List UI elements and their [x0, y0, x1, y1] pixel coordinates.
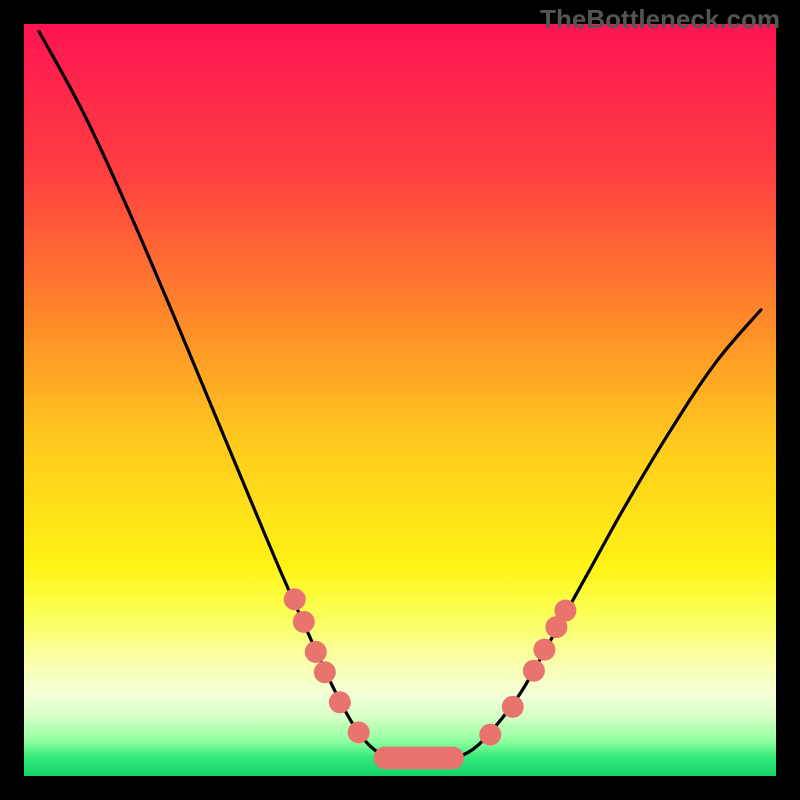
marker-right	[502, 696, 524, 718]
chart-background	[24, 24, 776, 776]
marker-left	[284, 588, 306, 610]
marker-left	[348, 721, 370, 743]
marker-right	[523, 660, 545, 682]
marker-right	[479, 724, 501, 746]
marker-floor-bar	[374, 747, 464, 770]
marker-left	[293, 611, 315, 633]
marker-left	[329, 691, 351, 713]
marker-left	[314, 661, 336, 683]
watermark-text: TheBottleneck.com	[540, 4, 780, 35]
bottleneck-curve-chart	[24, 24, 776, 776]
marker-left	[305, 641, 327, 663]
marker-right	[533, 639, 555, 661]
marker-right	[554, 600, 576, 622]
